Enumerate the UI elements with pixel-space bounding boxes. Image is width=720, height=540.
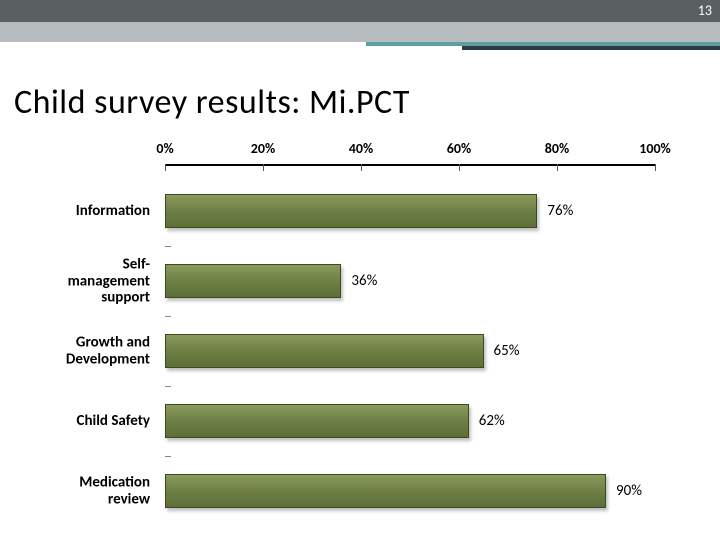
- category-label: Self-managementsupport: [0, 256, 160, 306]
- value-label: 90%: [616, 482, 642, 500]
- x-tick-label: 100%: [639, 140, 671, 157]
- category-label: Medicationreview: [0, 475, 160, 508]
- x-tick-mark: [655, 164, 656, 171]
- x-tick-mark: [459, 164, 460, 171]
- x-tick-mark: [361, 164, 362, 171]
- chart-row: Self-managementsupport 36%: [0, 246, 720, 316]
- bar-area: 36%: [165, 264, 655, 298]
- value-label: 76%: [547, 202, 573, 220]
- page-number: 13: [698, 0, 712, 22]
- x-tick-mark: [263, 164, 264, 171]
- bar: [165, 264, 341, 298]
- x-tick-label: 60%: [447, 140, 471, 157]
- slide: 13 Child survey results: Mi.PCT 0% 20% 40%…: [0, 0, 720, 540]
- x-tick-label: 0%: [156, 140, 173, 157]
- x-tick-mark: [557, 164, 558, 171]
- header-band: 13: [0, 0, 720, 42]
- bar: [165, 194, 537, 228]
- bar-area: 65%: [165, 334, 655, 368]
- chart-row: Child Safety 62%: [0, 386, 720, 456]
- chart-rows: Information 76% Self-managementsupport 36% G…: [0, 176, 720, 526]
- x-tick-label: 40%: [349, 140, 373, 157]
- bar: [165, 404, 469, 438]
- x-axis-line: [165, 164, 655, 166]
- chart: 0% 20% 40% 60% 80% 100% Information 76% Self-ma…: [0, 140, 720, 530]
- x-tick-label: 80%: [545, 140, 569, 157]
- x-axis: 0%20%40%60%80%100%: [165, 140, 655, 168]
- bar-area: 90%: [165, 474, 655, 508]
- bar: [165, 334, 484, 368]
- accent-bar-dark: [462, 46, 720, 50]
- slide-title: Child survey results: Mi.PCT: [14, 82, 410, 123]
- chart-row: Information 76%: [0, 176, 720, 246]
- category-label: Information: [0, 203, 160, 220]
- value-label: 62%: [479, 412, 505, 430]
- x-tick-mark: [165, 164, 166, 171]
- minor-tick: [165, 386, 171, 387]
- value-label: 36%: [351, 272, 377, 290]
- category-label: Growth andDevelopment: [0, 335, 160, 368]
- bar: [165, 474, 606, 508]
- x-tick-label: 20%: [251, 140, 275, 157]
- category-label: Child Safety: [0, 413, 160, 430]
- header-band-top: [0, 0, 720, 22]
- value-label: 65%: [494, 342, 520, 360]
- minor-tick: [165, 456, 171, 457]
- minor-tick: [165, 316, 171, 317]
- minor-tick: [165, 246, 171, 247]
- chart-row: Medicationreview 90%: [0, 456, 720, 526]
- bar-area: 76%: [165, 194, 655, 228]
- bar-area: 62%: [165, 404, 655, 438]
- header-band-bottom: [0, 22, 720, 42]
- chart-row: Growth andDevelopment 65%: [0, 316, 720, 386]
